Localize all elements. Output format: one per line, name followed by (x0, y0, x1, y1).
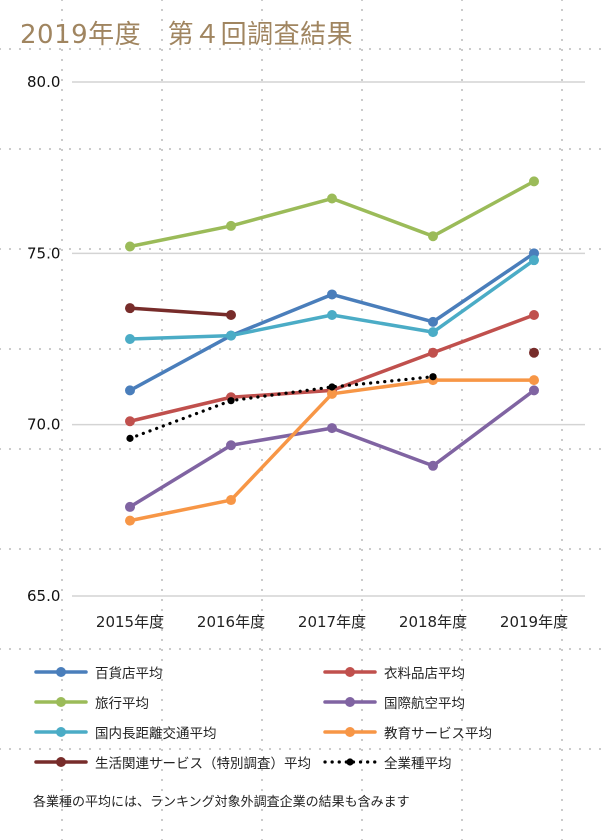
data-point (226, 495, 236, 506)
legend-item: 生活関連サービス（特別調査）平均 (33, 752, 311, 772)
legend-item: 国際航空平均 (322, 692, 465, 712)
y-tick-label: 75.0 (27, 244, 60, 262)
x-tick-label: 2015年度 (96, 613, 164, 631)
data-point (226, 310, 236, 321)
x-tick-label: 2017年度 (298, 613, 366, 631)
data-point (529, 375, 539, 386)
series-1 (125, 310, 539, 427)
legend-swatch-icon (34, 757, 88, 767)
series-4 (125, 255, 539, 344)
data-point (327, 423, 337, 434)
data-point (226, 220, 236, 231)
legend-label: 全業種平均 (384, 756, 452, 772)
legend-swatch-icon (34, 667, 88, 677)
y-axis-ticks: 65.0 70.0 75.0 80.0 (27, 73, 60, 605)
legend-item: 旅行平均 (33, 692, 149, 712)
footnote: 各業種の平均には、ランキング対象外調査企業の結果も含みます (33, 795, 410, 810)
data-point (125, 241, 135, 252)
x-tick-label: 2019年度 (500, 613, 568, 631)
legend-label: 教育サービス平均 (384, 726, 492, 742)
legend-swatch-icon (323, 727, 377, 737)
data-point (226, 330, 236, 341)
data-point (529, 347, 539, 358)
series-3 (125, 385, 539, 512)
data-point (126, 434, 134, 442)
data-point (428, 327, 438, 338)
data-point (529, 176, 539, 187)
legend-label: 国際航空平均 (384, 696, 465, 712)
x-tick-label: 2018年度 (399, 613, 467, 631)
data-point (428, 347, 438, 358)
legend-item: 百貨店平均 (33, 662, 163, 682)
series-line (128, 378, 536, 523)
legend-label: 国内長距離交通平均 (95, 726, 217, 742)
series-line (128, 306, 233, 317)
data-point (226, 440, 236, 451)
chart-title: 2019年度 第４回調査結果 (20, 20, 354, 50)
series-line (128, 179, 536, 249)
data-point (327, 310, 337, 321)
series-6 (125, 303, 539, 358)
series-group (125, 176, 539, 526)
x-axis-ticks: 2015年度 2016年度 2017年度 2018年度 2019年度 (96, 613, 568, 631)
data-point (428, 460, 438, 471)
y-tick-label: 70.0 (27, 416, 60, 434)
data-point (429, 373, 437, 381)
legend-swatch-icon (323, 697, 377, 707)
legend-label: 百貨店平均 (95, 666, 163, 682)
legend-item: 全業種平均 (322, 752, 452, 772)
x-tick-label: 2016年度 (197, 613, 265, 631)
series-line (128, 251, 536, 393)
series-5 (125, 375, 539, 526)
data-point (125, 334, 135, 344)
series-0 (125, 248, 539, 396)
legend-item: 教育サービス平均 (322, 722, 492, 742)
series-2 (125, 176, 539, 252)
legend-label: 衣料品店平均 (384, 666, 465, 682)
data-point (328, 383, 336, 391)
legend-item: 国内長距離交通平均 (33, 722, 217, 742)
data-point (529, 248, 539, 259)
y-tick-label: 65.0 (27, 587, 60, 605)
legend-swatch-icon (34, 697, 88, 707)
series-line (128, 258, 536, 341)
data-point (327, 388, 337, 399)
data-point (125, 501, 135, 512)
y-tick-label: 80.0 (27, 73, 60, 91)
legend-swatch-icon (34, 727, 88, 737)
legend-swatch-icon (323, 667, 377, 677)
data-point (125, 303, 135, 314)
series-7 (126, 373, 437, 442)
data-point (428, 231, 438, 242)
legend-label: 生活関連サービス（特別調査）平均 (95, 756, 311, 772)
series-line (128, 313, 536, 423)
line-chart: 65.0 70.0 75.0 80.0 2015年度 2016年度 2017年度 2018年… (27, 73, 585, 631)
data-point (125, 385, 135, 396)
legend-swatch-icon (323, 758, 377, 766)
data-point (327, 193, 337, 204)
gridlines (72, 81, 585, 597)
legend-item: 衣料品店平均 (322, 662, 465, 682)
data-point (428, 316, 438, 327)
data-point (125, 416, 135, 427)
legend-label: 旅行平均 (95, 696, 149, 712)
data-point (327, 289, 337, 300)
data-point (529, 310, 539, 321)
data-point (125, 515, 135, 526)
data-point (529, 385, 539, 396)
data-point (227, 397, 235, 405)
data-point (529, 255, 539, 266)
